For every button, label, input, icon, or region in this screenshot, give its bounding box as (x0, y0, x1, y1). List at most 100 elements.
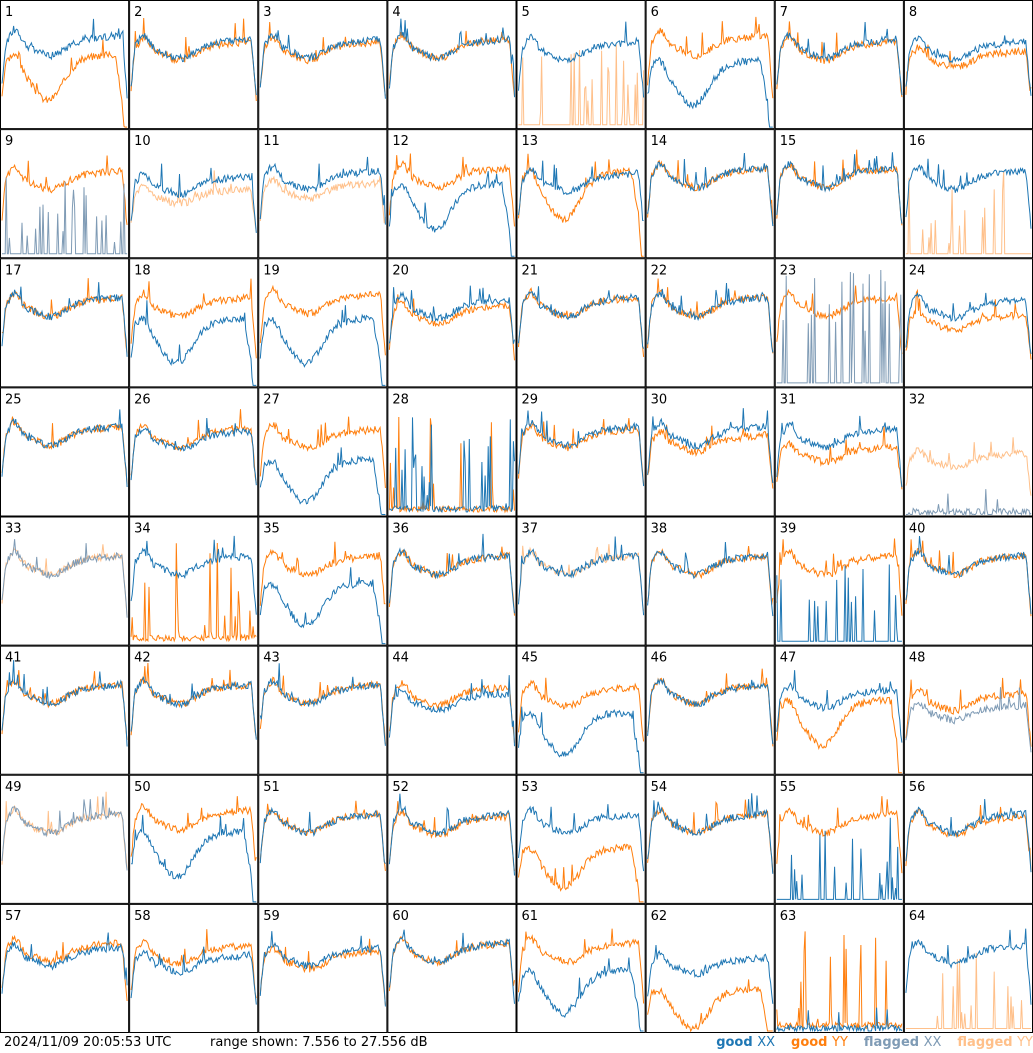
panel-26: 26 (129, 387, 259, 517)
panel-9: 9 (0, 129, 130, 259)
series-xx-62 (647, 945, 774, 1004)
series-xx-8 (905, 35, 1032, 96)
panel-label: 25 (5, 392, 22, 407)
panel-label: 61 (522, 909, 539, 924)
panel-label: 62 (651, 909, 668, 924)
panel-13: 13 (516, 129, 646, 259)
panel-label: 20 (392, 263, 409, 278)
panel-label: 27 (263, 392, 280, 407)
series-xx-22 (647, 282, 774, 353)
panel-frame (903, 258, 1033, 388)
series-xx-15 (776, 152, 903, 224)
series-yy-8 (905, 44, 1032, 95)
panel-48: 48 (903, 645, 1033, 775)
panel-20: 20 (387, 258, 517, 388)
panel-label: 30 (651, 392, 668, 407)
panel-frame (645, 258, 775, 388)
series-xx-28 (389, 417, 515, 514)
panel-38: 38 (645, 516, 775, 646)
series-yy-18 (130, 278, 257, 359)
series-xx-24 (905, 292, 1032, 355)
panel-frame (258, 903, 388, 1033)
panel-32: 32 (903, 387, 1033, 517)
series-xx-32 (905, 489, 1032, 517)
panel-35: 35 (258, 516, 388, 646)
panel-50: 50 (129, 774, 259, 904)
panel-5: 5 (516, 0, 646, 130)
panel-23: 23 (774, 258, 904, 388)
panel-frame (129, 774, 259, 904)
panel-label: 7 (780, 5, 788, 20)
panel-label: 11 (263, 134, 280, 149)
series-xx-44 (388, 675, 515, 747)
panel-frame (0, 774, 130, 904)
panel-label: 37 (522, 522, 539, 537)
legend-flagged-yy-pol: YY (1017, 1035, 1033, 1050)
legend-good-yy: good YY (791, 1033, 848, 1053)
series-yy-10 (130, 170, 257, 232)
panel-label: 34 (134, 522, 151, 537)
panel-54: 54 (645, 774, 775, 904)
series-xx-25 (1, 409, 128, 488)
panel-37: 37 (516, 516, 646, 646)
panel-label: 35 (263, 522, 280, 537)
series-yy-1 (1, 39, 128, 128)
series-xx-39 (776, 564, 902, 642)
series-xx-11 (259, 156, 386, 225)
panel-label: 49 (5, 780, 22, 795)
panel-3: 3 (258, 0, 388, 130)
panel-label: 26 (134, 392, 151, 407)
panel-frame (129, 516, 259, 646)
series-yy-51 (259, 800, 386, 871)
panel-label: 45 (522, 651, 539, 666)
series-yy-13 (518, 153, 644, 257)
panel-18: 18 (129, 258, 259, 388)
series-yy-24 (905, 288, 1032, 360)
series-xx-14 (647, 152, 774, 227)
panel-frame (774, 516, 904, 646)
panel-44: 44 (387, 645, 517, 775)
series-xx-40 (905, 535, 1032, 615)
panel-61: 61 (516, 903, 646, 1033)
legend-good-xx: good XX (716, 1033, 775, 1053)
panel-frame (387, 516, 517, 646)
panel-label: 38 (651, 522, 668, 537)
panel-label: 56 (909, 780, 926, 795)
panel-12: 12 (387, 129, 517, 259)
panel-21: 21 (516, 258, 646, 388)
series-xx-19 (259, 305, 386, 386)
panel-frame (258, 387, 388, 517)
panel-10: 10 (129, 129, 259, 259)
panel-label: 31 (780, 392, 797, 407)
timestamp: 2024/11/09 20:05:53 UTC (4, 1035, 172, 1050)
panel-16: 16 (903, 129, 1033, 259)
series-xx-54 (647, 793, 774, 874)
series-xx-56 (905, 798, 1032, 873)
series-xx-46 (647, 677, 774, 745)
panel-frame (903, 645, 1033, 775)
panel-label: 36 (392, 522, 409, 537)
panel-57: 57 (0, 903, 130, 1033)
series-xx-48 (905, 687, 1032, 753)
series-yy-50 (130, 796, 257, 861)
series-yy-16 (905, 170, 1031, 255)
series-xx-10 (130, 163, 257, 233)
panel-frame (258, 774, 388, 904)
panel-label: 59 (263, 909, 280, 924)
panel-frame (387, 387, 517, 517)
series-xx-23 (776, 269, 903, 384)
series-xx-52 (388, 793, 515, 876)
panel-39: 39 (774, 516, 904, 646)
panel-label: 40 (909, 522, 926, 537)
panel-label: 55 (780, 780, 797, 795)
panel-2: 2 (129, 0, 259, 130)
series-yy-44 (388, 680, 515, 744)
panel-frame (516, 387, 646, 517)
panel-frame (387, 129, 517, 259)
panel-frame (645, 645, 775, 775)
panel-label: 29 (522, 392, 539, 407)
panel-59: 59 (258, 903, 388, 1033)
panel-label: 43 (263, 651, 280, 666)
series-xx-64 (905, 928, 1032, 1005)
panel-frame (645, 0, 775, 130)
